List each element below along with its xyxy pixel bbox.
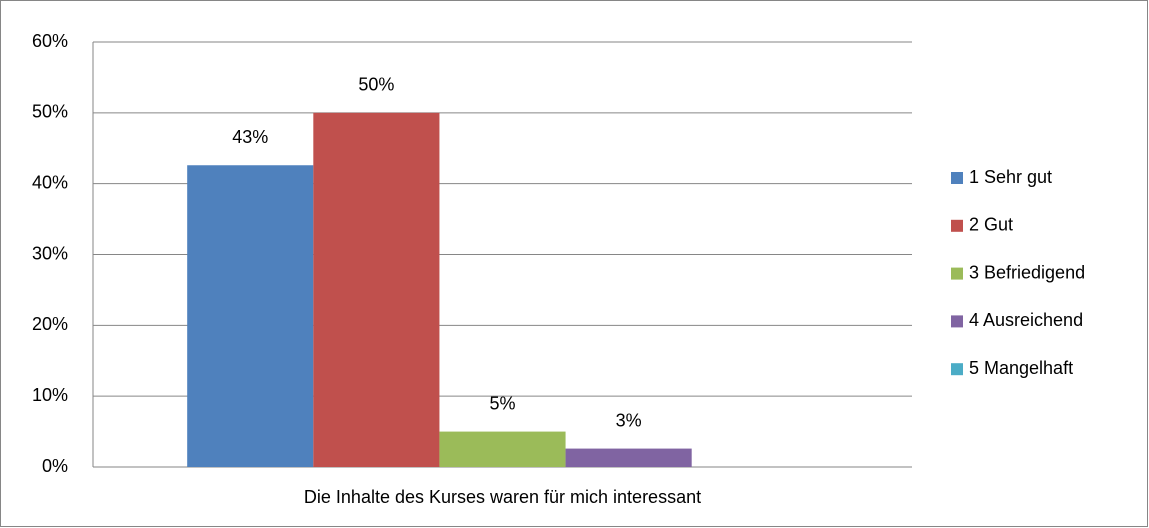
y-tick-label: 20%: [32, 314, 68, 334]
bar: [439, 431, 566, 467]
legend-label: 3 Befriedigend: [969, 262, 1085, 282]
data-label: 50%: [358, 75, 394, 95]
legend-swatch: [951, 219, 963, 232]
y-tick-label: 10%: [32, 385, 68, 405]
data-label: 5%: [489, 393, 515, 413]
bar: [313, 112, 440, 467]
y-tick-label: 50%: [32, 102, 68, 122]
legend-label: 1 Sehr gut: [969, 167, 1052, 187]
legend-label: 4 Ausreichend: [969, 310, 1083, 330]
y-tick-label: 0%: [42, 456, 68, 476]
y-tick-label: 30%: [32, 243, 68, 263]
y-tick-label: 60%: [32, 31, 68, 51]
legend-swatch: [951, 172, 963, 184]
legend-swatch: [951, 267, 963, 280]
legend-label: 2 Gut: [969, 215, 1013, 235]
bar: [187, 165, 314, 467]
bar: [565, 448, 692, 467]
legend-label: 5 Mangelhaft: [969, 358, 1073, 378]
x-tick-label: Die Inhalte des Kurses waren für mich in…: [304, 487, 701, 507]
data-label: 43%: [232, 127, 268, 147]
y-tick-label: 40%: [32, 172, 68, 192]
legend-swatch: [951, 363, 963, 376]
data-label: 3%: [616, 410, 642, 430]
legend-swatch: [951, 315, 963, 328]
